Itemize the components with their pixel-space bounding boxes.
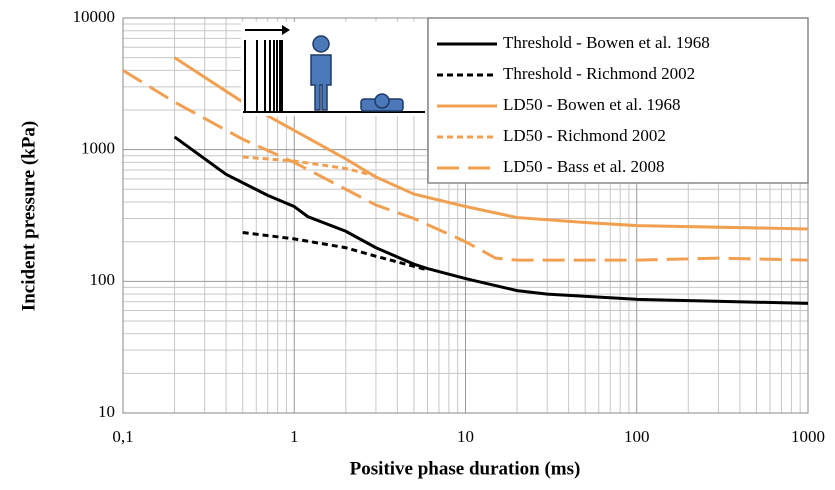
legend-label: LD50 - Bowen et al. 1968: [503, 95, 681, 114]
x-tick-label: 0,1: [112, 427, 133, 446]
x-tick-label: 100: [624, 427, 650, 446]
legend-label: LD50 - Richmond 2002: [503, 126, 666, 145]
x-tick-label: 10: [457, 427, 474, 446]
series-line: [122, 69, 809, 262]
y-axis-label: Incident pressure (kPa): [18, 121, 39, 311]
series-line: [173, 135, 809, 305]
x-tick-label: 1000: [791, 427, 825, 446]
series-line: [242, 155, 377, 178]
y-tick-label: 1000: [81, 139, 115, 158]
y-tick-label: 10: [98, 402, 115, 421]
y-tick-label: 100: [90, 270, 116, 289]
legend-label: LD50 - Bass et al. 2008: [503, 157, 664, 176]
legend: Threshold - Bowen et al. 1968 Threshold -…: [427, 17, 809, 184]
legend-label: Threshold - Bowen et al. 1968: [503, 33, 710, 52]
y-tick-label: 10000: [73, 7, 116, 26]
series-line: [173, 56, 809, 231]
inset-icon: [241, 22, 427, 116]
series-line: [242, 230, 428, 272]
legend-label: Threshold - Richmond 2002: [503, 64, 695, 83]
x-tick-label: 1: [290, 427, 299, 446]
x-axis-label: Positive phase duration (ms): [350, 458, 581, 479]
